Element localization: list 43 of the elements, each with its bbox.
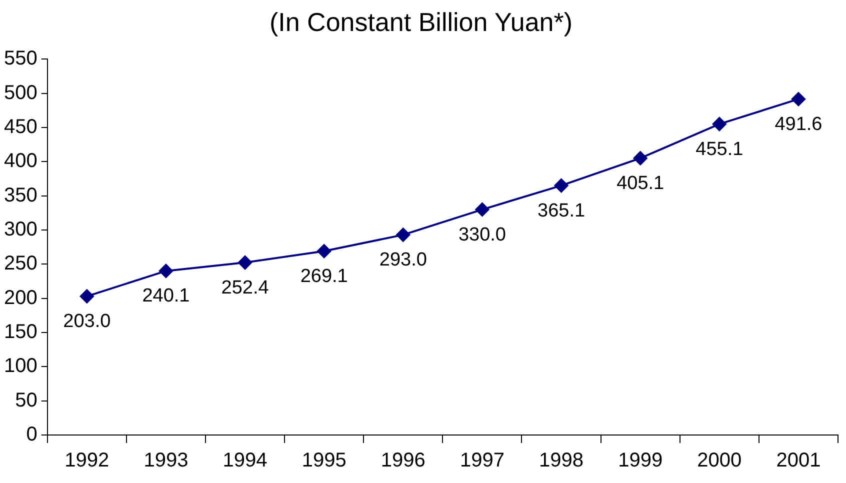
x-tick-label: 1996: [380, 450, 426, 472]
data-label: 455.1: [696, 138, 744, 160]
x-tick-label: 1998: [539, 450, 584, 472]
point: [791, 92, 806, 106]
x-tick-label: 1999: [618, 450, 663, 472]
x-tick-label: 1992: [64, 450, 110, 472]
y-tick-label: 300: [4, 218, 38, 241]
y-tick-label: 150: [4, 321, 38, 344]
point: [396, 228, 410, 242]
point: [317, 244, 332, 258]
x-tick-label: 2000: [697, 450, 742, 472]
y-tick-label: 400: [4, 150, 38, 172]
data-label: 252.4: [221, 277, 270, 298]
data-label: 269.1: [300, 266, 348, 287]
y-tick-label: 450: [4, 116, 38, 138]
point: [475, 202, 490, 217]
x-tick-label: 1993: [144, 450, 188, 472]
y-tick-label: 100: [4, 355, 38, 378]
y-tick-label: 350: [4, 184, 38, 206]
point: [158, 264, 173, 278]
data-label: 491.6: [774, 114, 822, 135]
data-label: 405.1: [616, 172, 664, 194]
y-tick-label: 250: [4, 252, 38, 275]
chart-title: (In Constant Billion Yuan*): [269, 6, 573, 37]
data-label: 293.0: [379, 250, 427, 271]
x-tick-label: 1995: [302, 450, 346, 472]
data-label: 203.0: [63, 311, 111, 332]
point: [80, 289, 94, 304]
x-tick-label: 1997: [460, 450, 504, 472]
x-tick-label: 1994: [222, 450, 268, 472]
data-label: 330.0: [458, 224, 506, 246]
y-tick-label: 550: [4, 48, 38, 70]
y-tick-label: 500: [4, 82, 38, 104]
data-label: 240.1: [142, 286, 190, 307]
point: [238, 256, 252, 270]
point: [554, 178, 568, 193]
y-tick-label: 0: [26, 424, 38, 446]
x-tick-label: 2001: [776, 450, 821, 472]
y-tick-label: 50: [15, 389, 38, 412]
data-label: 365.1: [538, 200, 586, 222]
point: [633, 151, 648, 166]
point: [712, 117, 726, 132]
y-tick-label: 200: [4, 286, 38, 309]
